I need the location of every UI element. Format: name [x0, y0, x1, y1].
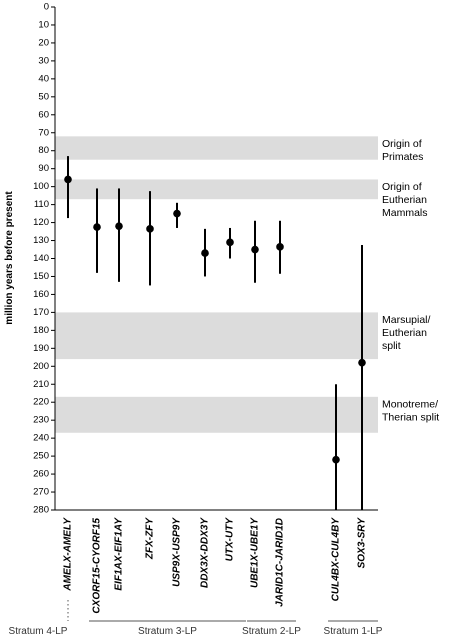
- y-tick-label: 30: [38, 55, 49, 66]
- y-axis-label: million years before present: [4, 191, 15, 325]
- band-label: Eutherian: [382, 194, 427, 206]
- y-tick-label: 60: [38, 109, 49, 120]
- point: [93, 223, 101, 231]
- y-tick-label: 10: [38, 19, 49, 30]
- y-tick-label: 70: [38, 127, 49, 138]
- y-tick-label: 170: [33, 307, 49, 318]
- band-label: Origin of: [382, 138, 422, 150]
- point: [173, 209, 181, 218]
- y-tick-label: 0: [44, 2, 49, 13]
- point: [201, 249, 209, 257]
- point: [226, 238, 234, 247]
- x-tick-label: UBE1X-UBE1Y: [250, 517, 261, 588]
- y-tick-label: 130: [33, 235, 49, 246]
- band: [55, 312, 378, 360]
- y-tick-label: 160: [33, 289, 49, 300]
- x-tick-label: USP9X-USP9Y: [172, 517, 183, 587]
- y-tick-label: 100: [33, 181, 49, 192]
- x-tick-label: CXORF15-CYORF15: [92, 518, 103, 614]
- y-tick-label: 180: [33, 325, 49, 336]
- y-tick-label: 210: [33, 379, 49, 390]
- y-tick-label: 270: [33, 487, 49, 498]
- x-tick-label: JARID1C-JARID1D: [275, 518, 286, 607]
- y-tick-label: 80: [38, 145, 49, 156]
- x-tick-label: DDX3X-DDX3Y: [200, 517, 211, 588]
- x-tick-label: CUL4BX-CUL4BY: [331, 517, 342, 602]
- y-tick-label: 190: [33, 343, 49, 354]
- x-tick-label: ZFX-ZFY: [145, 517, 156, 560]
- point: [358, 358, 366, 367]
- point: [146, 225, 154, 233]
- y-tick-label: 140: [33, 253, 49, 264]
- y-tick-label: 110: [34, 199, 49, 210]
- band: [55, 136, 378, 160]
- stratum-label: Stratum 3-LP: [138, 626, 197, 637]
- band-label: Mammals: [382, 207, 428, 219]
- band-label: split: [382, 340, 401, 352]
- stratum-label: Stratum 4-LP: [9, 626, 68, 637]
- y-tick-label: 240: [33, 433, 49, 444]
- y-tick-label: 230: [33, 415, 49, 426]
- y-tick-label: 50: [38, 91, 49, 102]
- y-tick-label: 260: [33, 469, 49, 480]
- stratum-label: Stratum 2-LP: [242, 626, 301, 637]
- y-tick-label: 120: [33, 217, 49, 228]
- y-tick-label: 20: [38, 37, 49, 48]
- point: [332, 455, 340, 464]
- band-label: Origin of: [382, 181, 422, 193]
- y-tick-label: 90: [38, 163, 49, 174]
- point: [115, 222, 123, 230]
- band-label: Marsupial/: [382, 314, 431, 326]
- x-tick-label: UTX-UTY: [225, 517, 236, 562]
- y-tick-label: 200: [33, 361, 49, 372]
- x-tick-label: EIF1AX-EIF1AY: [114, 517, 125, 591]
- x-tick-label: SOX3-SRY: [357, 517, 368, 569]
- band: [55, 179, 378, 200]
- point: [64, 175, 72, 184]
- point: [251, 245, 259, 254]
- stratum-label: Stratum 1-LP: [324, 626, 383, 637]
- band-label: Eutherian: [382, 327, 427, 339]
- band-label: Primates: [382, 151, 423, 163]
- band-label: Monotreme/: [382, 399, 438, 411]
- band: [55, 396, 378, 433]
- y-tick-label: 280: [33, 505, 49, 516]
- band-label: Therian split: [382, 412, 439, 424]
- point: [276, 243, 284, 251]
- y-tick-label: 250: [33, 451, 49, 462]
- y-tick-label: 150: [33, 271, 49, 282]
- y-tick-label: 220: [33, 397, 49, 408]
- x-tick-label: AMELX-AMELY: [63, 517, 74, 592]
- y-tick-label: 40: [38, 73, 49, 84]
